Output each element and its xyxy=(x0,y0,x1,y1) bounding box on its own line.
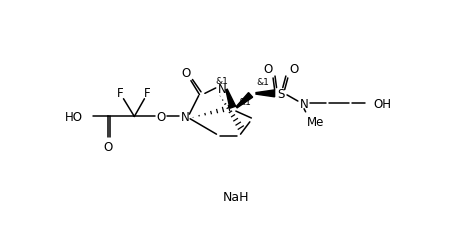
Polygon shape xyxy=(236,92,253,108)
Text: &1: &1 xyxy=(257,78,270,87)
Text: &1: &1 xyxy=(239,98,252,107)
Text: NaH: NaH xyxy=(223,191,249,204)
Text: O: O xyxy=(103,141,112,154)
Text: Me: Me xyxy=(307,116,325,129)
Text: N: N xyxy=(181,111,190,125)
Text: O: O xyxy=(290,63,299,76)
Polygon shape xyxy=(226,89,236,108)
Text: F: F xyxy=(117,87,124,100)
Text: &1: &1 xyxy=(215,77,228,86)
Text: O: O xyxy=(156,111,165,125)
Text: HO: HO xyxy=(65,111,83,125)
Polygon shape xyxy=(256,90,275,97)
Text: F: F xyxy=(144,87,151,100)
Text: O: O xyxy=(263,63,272,76)
Text: O: O xyxy=(181,67,190,80)
Text: N: N xyxy=(300,98,308,111)
Text: N: N xyxy=(218,83,226,96)
Text: S: S xyxy=(277,88,284,101)
Text: OH: OH xyxy=(374,98,392,111)
